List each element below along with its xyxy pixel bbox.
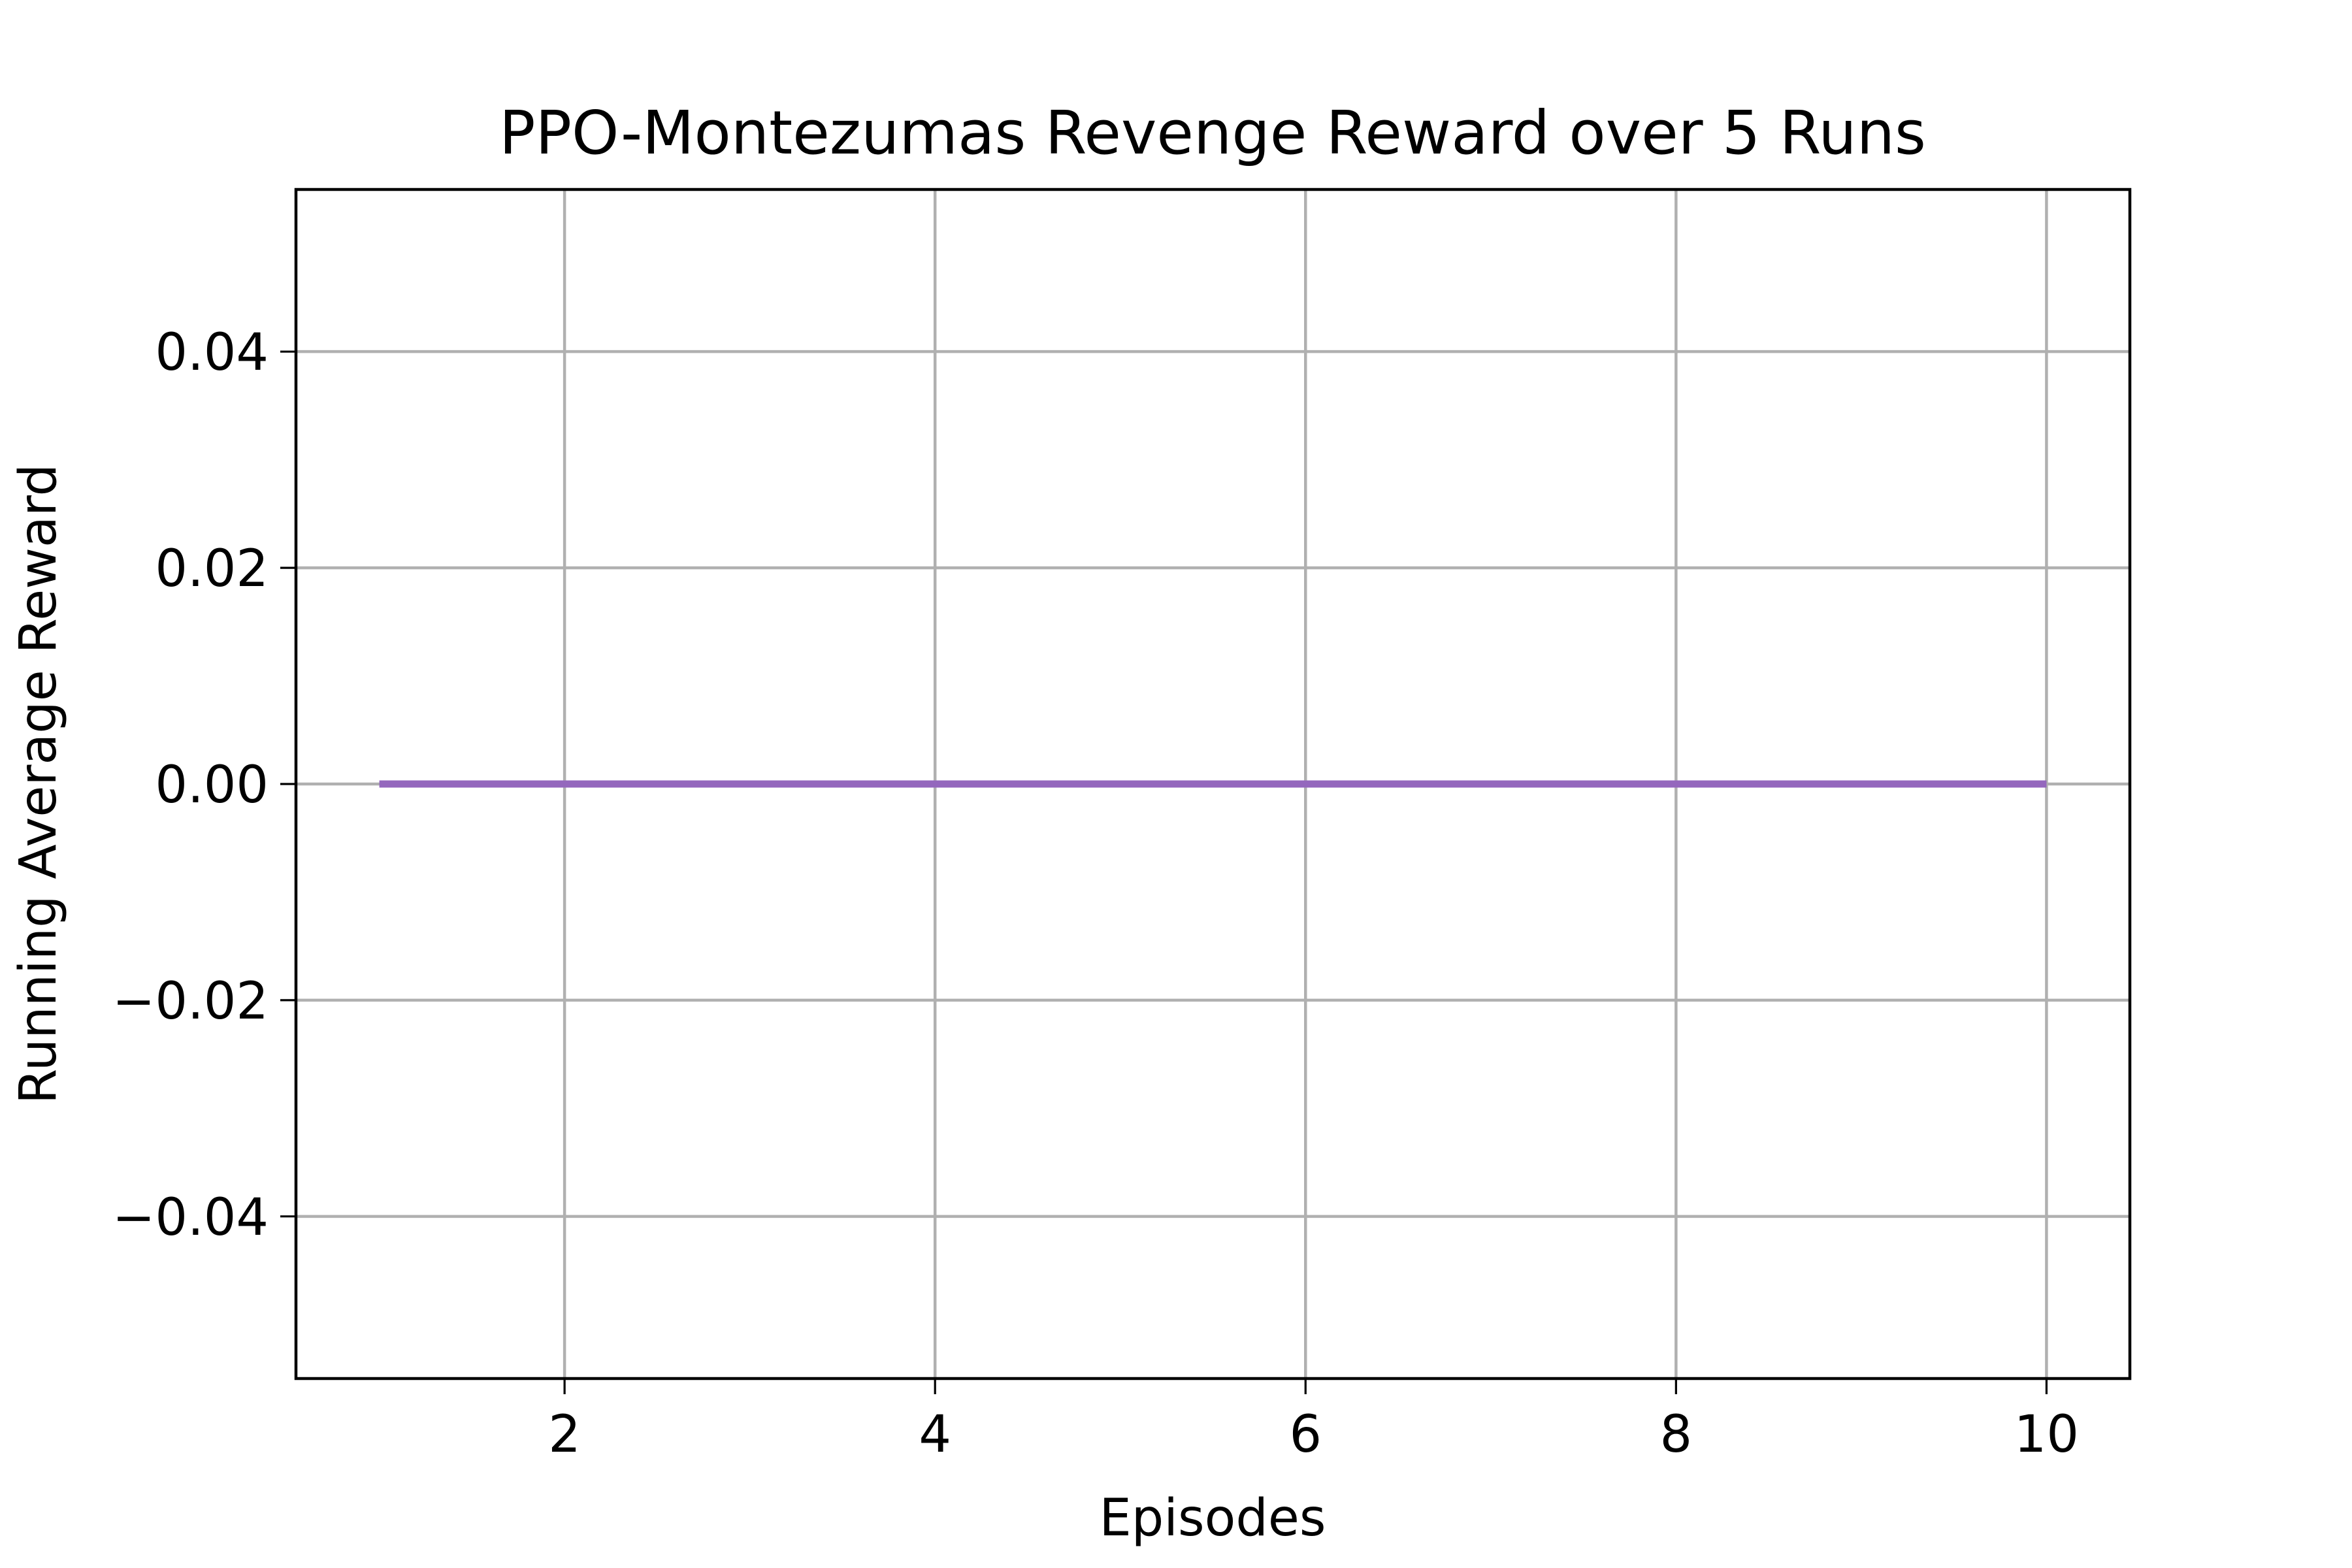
y-axis-label: Running Average Reward: [9, 464, 68, 1104]
x-axis-label: Episodes: [1100, 1489, 1326, 1548]
y-tick-label: 0.04: [155, 323, 269, 382]
x-tick-label: 10: [2014, 1405, 2079, 1464]
y-tick-label: −0.02: [112, 972, 269, 1031]
x-tick-label: 8: [1660, 1405, 1693, 1464]
y-tick-label: 0.02: [155, 540, 269, 598]
x-tick-label: 4: [919, 1405, 951, 1464]
chart-title: PPO-Montezumas Revenge Reward over 5 Run…: [499, 98, 1926, 168]
x-tick-label: 6: [1289, 1405, 1322, 1464]
y-tick-label: 0.00: [155, 756, 269, 815]
tick-layer: 2 4 6 8 10 0.04 0.02 0.00 −0.02 −0.04: [112, 323, 2079, 1464]
y-tick-label: −0.04: [112, 1188, 269, 1247]
x-tick-label: 2: [548, 1405, 581, 1464]
